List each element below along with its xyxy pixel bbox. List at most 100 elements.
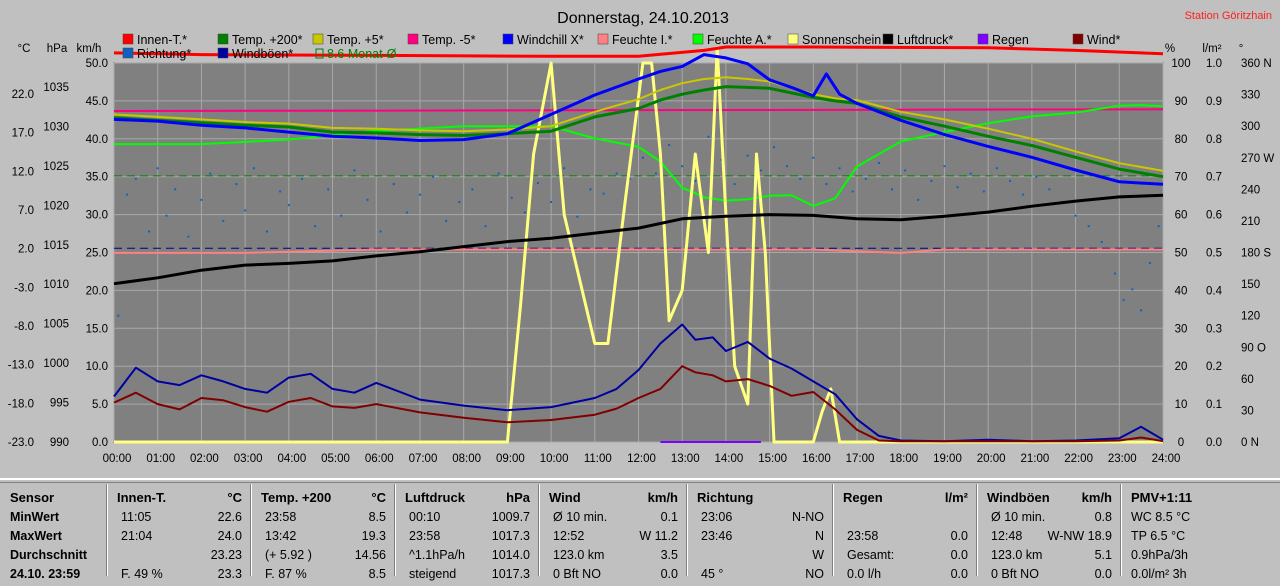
- series-line-6: [114, 104, 1164, 207]
- direction-point: [536, 182, 539, 185]
- cell-value: 23.3: [217, 567, 242, 581]
- column-pmv: PMV+1:11 WC 8.5 °C TP 6.5 °C 0.9hPa/3h 0.0l/…: [1121, 484, 1280, 581]
- direction-point: [943, 165, 946, 168]
- tick-x: 17:00: [846, 453, 875, 465]
- legend-label: Feuchte A.*: [707, 33, 772, 47]
- direction-point: [799, 177, 802, 180]
- tick-x: 13:00: [671, 453, 700, 465]
- direction-point: [746, 154, 749, 157]
- legend-swatch: [597, 33, 609, 45]
- tick-x: 15:00: [758, 453, 787, 465]
- tick-humidity: 40: [1175, 285, 1188, 297]
- direction-point: [252, 167, 255, 170]
- unit-rain: l/m²: [1202, 43, 1221, 55]
- cell-label: 13:42: [265, 529, 297, 543]
- column-unit: l/m²: [944, 490, 968, 505]
- legend-swatch: [1072, 33, 1084, 45]
- station-name: Station Göritzhain: [1185, 10, 1272, 22]
- cell-value: N-NO: [792, 510, 824, 524]
- legend-label: Windchill X*: [517, 33, 584, 47]
- direction-point: [825, 183, 828, 186]
- legend-label: Regen: [992, 33, 1029, 47]
- direction-point: [904, 169, 907, 172]
- direction-point: [602, 192, 605, 195]
- tick-x: 21:00: [1020, 453, 1049, 465]
- direction-point: [279, 190, 282, 193]
- column-windboeen: Windböen km/h Ø 10 min. 0.8 12:48 W-NW 18.9 12…: [977, 484, 1121, 581]
- cell-label: 23:58: [265, 510, 297, 524]
- tick-x: 00:00: [103, 453, 132, 465]
- direction-point: [117, 314, 120, 317]
- direction-point: [694, 179, 697, 182]
- column-unit: km/h: [647, 490, 678, 505]
- tick-rain: 0.8: [1206, 134, 1222, 146]
- tick-x: 12:00: [627, 453, 656, 465]
- column-sensor: Sensor MinWert MaxWert Durchschnitt 24.10. 2…: [0, 484, 107, 581]
- tick-direction: 360 N: [1241, 58, 1272, 70]
- cell-label: WC 8.5 °C: [1131, 510, 1191, 524]
- tick-pressure: 1035: [43, 82, 69, 94]
- tick-x: 01:00: [146, 453, 175, 465]
- cell-label: 12:52: [553, 529, 585, 543]
- cell-value: 0.0: [950, 529, 968, 543]
- cell-value: 0.8: [1094, 510, 1112, 524]
- direction-point: [628, 177, 631, 180]
- tick-temp: -18.0: [8, 398, 34, 410]
- direction-point: [851, 190, 854, 193]
- column-header: Luftdruck: [405, 490, 465, 505]
- tick-direction: 240: [1241, 184, 1260, 196]
- legend-swatch: [502, 33, 514, 45]
- unit-wind: km/h: [77, 43, 102, 55]
- tick-wind: 5.0: [92, 399, 108, 411]
- cell-value: 1017.3: [491, 567, 530, 581]
- tick-pressure: 1005: [43, 319, 69, 331]
- column-divider: [106, 484, 107, 576]
- row-label: MinWert: [10, 510, 60, 524]
- direction-point: [314, 225, 317, 228]
- direction-point: [864, 177, 867, 180]
- tick-wind: 50.0: [86, 58, 108, 70]
- tick-rain: 0.4: [1206, 285, 1223, 297]
- tick-x: 14:00: [715, 453, 744, 465]
- direction-point: [1157, 225, 1160, 228]
- tick-x: 22:00: [1064, 453, 1093, 465]
- direction-point: [379, 230, 382, 233]
- tick-direction: 300: [1241, 121, 1260, 133]
- direction-point: [392, 183, 395, 186]
- direction-point: [1074, 214, 1077, 217]
- column-divider: [832, 484, 833, 576]
- column-divider: [250, 484, 251, 576]
- legend-swatch: [692, 33, 704, 45]
- row-label: MaxWert: [10, 529, 62, 543]
- legend-swatch: [122, 33, 134, 45]
- direction-point: [510, 196, 513, 199]
- series-line-5: [114, 248, 1163, 254]
- series-line-2: [113, 76, 1164, 172]
- tick-direction: 90 O: [1241, 342, 1266, 354]
- cell-value: 1017.3: [491, 529, 530, 543]
- direction-point: [200, 198, 203, 201]
- tick-humidity: 0: [1178, 437, 1184, 449]
- column-divider: [1120, 484, 1121, 576]
- tick-humidity: 10: [1175, 399, 1188, 411]
- tick-temp: -8.0: [14, 321, 34, 333]
- legend-swatch: [122, 47, 134, 59]
- direction-point: [877, 162, 880, 165]
- legend-label: Luftdruck*: [897, 33, 953, 47]
- direction-point: [733, 183, 736, 186]
- direction-point: [930, 179, 933, 182]
- cell-value: 0.0: [660, 567, 678, 581]
- direction-point: [1048, 188, 1051, 191]
- unit-humidity: %: [1165, 43, 1175, 55]
- column-luftdruck: Luftdruck hPa 00:10 1009.7 23:58 1017.3 ^1.1hP…: [395, 484, 539, 581]
- tick-x: 02:00: [190, 453, 219, 465]
- direction-point: [147, 230, 150, 233]
- tick-temp: 22.0: [12, 89, 34, 101]
- direction-point: [576, 215, 579, 218]
- tick-temp: 17.0: [12, 128, 34, 140]
- direction-point: [641, 156, 644, 159]
- tick-temp: -23.0: [8, 437, 34, 449]
- cell-label: 11:05: [121, 510, 152, 524]
- tick-direction: 330: [1241, 90, 1260, 102]
- series-line-8: [113, 193, 1164, 286]
